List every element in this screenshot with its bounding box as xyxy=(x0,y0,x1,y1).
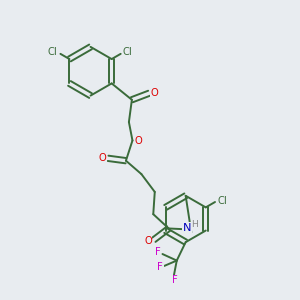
Text: F: F xyxy=(172,275,178,286)
Text: O: O xyxy=(151,88,158,98)
Text: H: H xyxy=(191,220,198,229)
Text: O: O xyxy=(144,236,152,246)
Text: Cl: Cl xyxy=(48,47,58,57)
Text: Cl: Cl xyxy=(217,196,227,206)
Text: O: O xyxy=(98,153,106,163)
Text: F: F xyxy=(155,247,161,257)
Text: N: N xyxy=(183,223,191,233)
Text: F: F xyxy=(157,262,163,272)
Text: Cl: Cl xyxy=(123,47,133,57)
Text: O: O xyxy=(134,136,142,146)
